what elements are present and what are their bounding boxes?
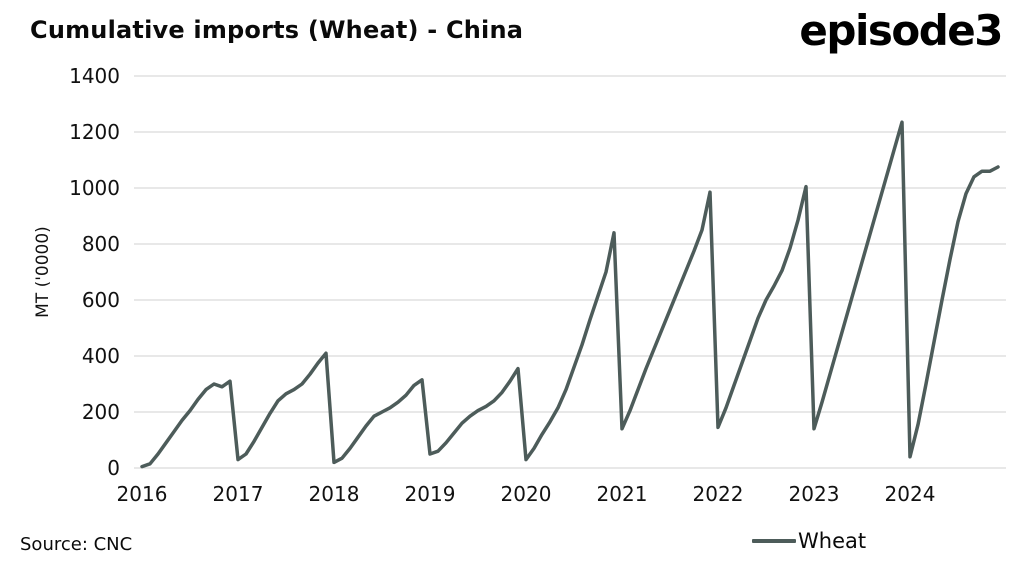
source-text: Source: CNC — [20, 534, 133, 555]
legend: Wheat — [752, 529, 866, 553]
svg-text:2016: 2016 — [117, 482, 168, 506]
svg-text:400: 400 — [82, 344, 120, 368]
svg-text:2022: 2022 — [693, 482, 744, 506]
svg-text:2024: 2024 — [885, 482, 936, 506]
svg-text:2017: 2017 — [213, 482, 264, 506]
svg-text:2021: 2021 — [597, 482, 648, 506]
svg-text:MT ('0000): MT ('0000) — [33, 226, 53, 318]
svg-text:200: 200 — [82, 400, 120, 424]
legend-label: Wheat — [798, 529, 867, 553]
chart-title: Cumulative imports (Wheat) - China — [30, 16, 524, 44]
svg-text:1200: 1200 — [69, 120, 120, 144]
svg-text:2018: 2018 — [309, 482, 360, 506]
episode3-logo: episode3 — [799, 6, 1003, 55]
legend-line-swatch — [752, 539, 796, 543]
svg-text:800: 800 — [82, 232, 120, 256]
svg-text:1000: 1000 — [69, 176, 120, 200]
svg-text:2023: 2023 — [789, 482, 840, 506]
svg-text:2020: 2020 — [501, 482, 552, 506]
svg-text:0: 0 — [107, 456, 120, 480]
svg-text:600: 600 — [82, 288, 120, 312]
svg-text:1400: 1400 — [69, 64, 120, 88]
svg-text:2019: 2019 — [405, 482, 456, 506]
